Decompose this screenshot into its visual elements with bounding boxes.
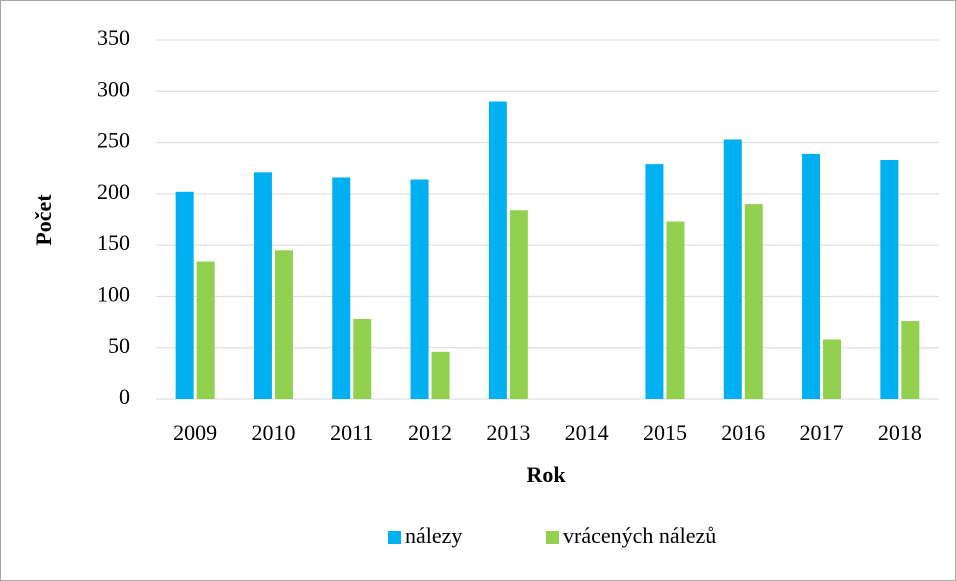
y-tick-label: 250 bbox=[97, 128, 130, 153]
bar bbox=[880, 160, 899, 399]
bar bbox=[802, 153, 821, 399]
bar bbox=[196, 261, 215, 399]
bar bbox=[901, 321, 920, 399]
bar bbox=[431, 351, 450, 399]
legend-swatch bbox=[388, 531, 401, 544]
y-tick-label: 150 bbox=[97, 230, 130, 255]
legend-label: vrácených nálezů bbox=[563, 523, 716, 548]
bar bbox=[823, 339, 842, 399]
bar bbox=[723, 139, 742, 399]
x-tick-label: 2014 bbox=[565, 420, 609, 445]
bar bbox=[410, 179, 429, 399]
legend-swatch bbox=[546, 531, 559, 544]
y-tick-label: 200 bbox=[97, 179, 130, 204]
x-tick-label: 2013 bbox=[486, 420, 530, 445]
y-tick-label: 100 bbox=[97, 281, 130, 306]
y-tick-label: 50 bbox=[108, 333, 130, 358]
bar bbox=[253, 172, 272, 399]
x-axis-label: Rok bbox=[526, 462, 566, 487]
x-tick-label: 2010 bbox=[251, 420, 295, 445]
x-tick-label: 2017 bbox=[800, 420, 844, 445]
x-tick-label: 2011 bbox=[330, 420, 373, 445]
bar bbox=[175, 191, 194, 399]
bar bbox=[488, 101, 507, 400]
bar bbox=[274, 250, 293, 399]
x-tick-label: 2015 bbox=[643, 420, 687, 445]
y-tick-label: 300 bbox=[97, 76, 130, 101]
bar bbox=[509, 210, 528, 399]
bar bbox=[645, 164, 664, 399]
x-tick-label: 2018 bbox=[878, 420, 922, 445]
y-axis-label: Počet bbox=[31, 194, 56, 246]
bar bbox=[353, 318, 372, 399]
bar bbox=[666, 221, 685, 399]
y-tick-label: 350 bbox=[97, 25, 130, 50]
x-tick-label: 2009 bbox=[173, 420, 217, 445]
bar bbox=[332, 177, 351, 399]
bar bbox=[744, 204, 763, 399]
x-tick-label: 2012 bbox=[408, 420, 452, 445]
x-tick-label: 2016 bbox=[721, 420, 765, 445]
legend-label: nálezy bbox=[405, 523, 462, 548]
y-tick-label: 0 bbox=[119, 384, 130, 409]
